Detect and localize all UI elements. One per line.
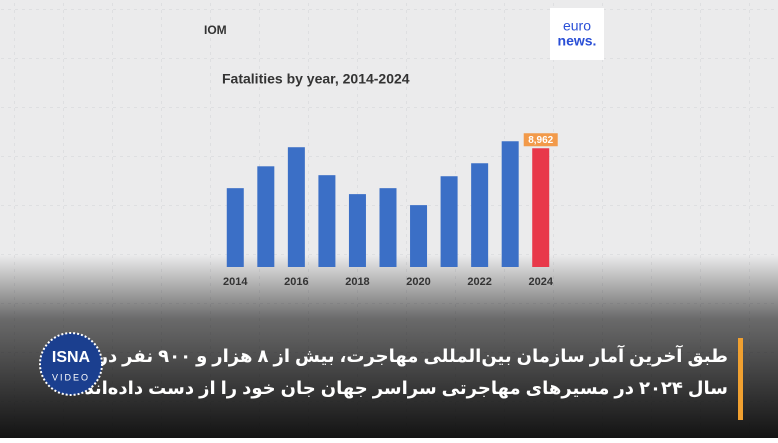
x-tick-label: 2016 [284,276,308,288]
x-tick-label: 2018 [345,276,369,288]
bar [532,148,550,267]
badge-sub: VIDEO [52,372,90,382]
caption-line: طبق آخرین آمار سازمان بین‌المللی مهاجرت،… [97,344,728,367]
bar [440,176,458,267]
value-label: 8,962 [528,135,553,146]
bar [379,188,397,267]
x-tick-label: 2024 [528,276,553,288]
caption-bar [738,338,743,420]
x-tick-label: 2022 [467,276,491,288]
logo-bottom: news. [558,33,597,49]
bar [348,194,366,267]
x-tick-label: 2014 [223,276,248,288]
shade [0,255,778,438]
bar [318,175,336,267]
badge-name: ISNA [52,349,91,366]
logo-top: euro [563,18,591,34]
bar [410,205,428,267]
badge [39,332,103,396]
logo-box [550,8,604,60]
bar [471,163,489,267]
bar [226,188,244,267]
source: IOM [204,23,227,37]
bar [257,166,275,267]
caption-line: سال ۲۰۲۴ در مسیرهای مهاجرتی سراسر جهان ج… [84,378,728,399]
x-tick-label: 2020 [406,276,430,288]
value-label-box [523,133,558,147]
bar [287,147,305,267]
bar [501,141,519,267]
chart-title: Fatalities by year, 2014-2024 [222,71,410,87]
